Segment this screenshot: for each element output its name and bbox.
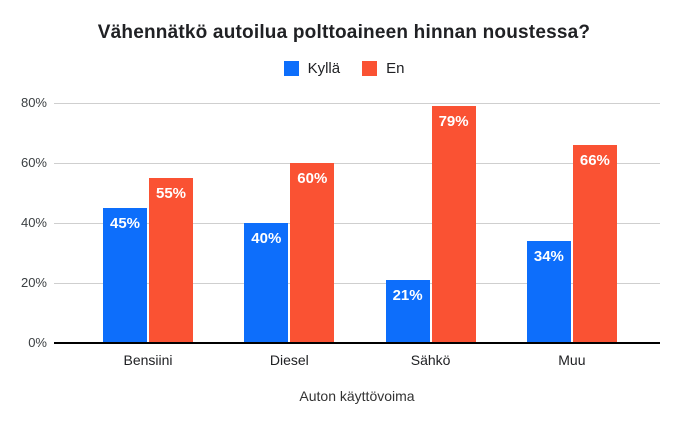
x-axis-line <box>54 342 660 344</box>
chart-title: Vähennätkö autoilua polttoaineen hinnan … <box>97 22 591 43</box>
bar-value-label: 40% <box>251 230 282 247</box>
legend-swatch <box>362 60 378 76</box>
gridline <box>54 223 660 224</box>
x-category-label: Bensiini <box>123 352 173 368</box>
legend-swatch <box>283 60 299 76</box>
bar-value-label: 21% <box>392 287 423 304</box>
gridline <box>54 103 660 104</box>
legend-label: Kyllä <box>307 59 341 77</box>
bar-en-muu: 66% <box>572 145 617 343</box>
bar-value-label: 45% <box>109 215 141 232</box>
legend-item-kyllä: Kyllä <box>283 59 341 77</box>
bar-en-sähkö: 79% <box>431 106 476 343</box>
bar-value-label: 34% <box>533 248 564 265</box>
bar-value-label: 60% <box>297 170 328 187</box>
legend-item-en: En <box>362 60 404 77</box>
x-axis-title: Auton käyttövoima <box>299 388 415 404</box>
y-tick-label: 0% <box>28 335 47 350</box>
x-category-label: Diesel <box>269 352 309 368</box>
y-tick-label: 40% <box>20 215 47 230</box>
y-tick-label: 80% <box>20 95 47 110</box>
bar-kyllä-muu: 34% <box>526 241 571 343</box>
bar-kyllä-bensiini: 45% <box>103 208 147 343</box>
bar-en-diesel: 60% <box>290 163 335 343</box>
chart-legend: Kyllä En <box>0 58 688 78</box>
y-tick-label: 20% <box>20 275 47 290</box>
gridline <box>54 163 660 164</box>
bar-value-label: 79% <box>438 113 469 130</box>
y-tick-label: 60% <box>20 155 47 170</box>
plot-area: 0% 20% 40% 60% 80% 45% 55% Bensiini 40% 60% Diesel… <box>21 95 660 368</box>
gridline <box>54 283 660 284</box>
bar-kyllä-diesel: 40% <box>244 223 289 343</box>
x-category-label: Sähkö <box>410 352 451 368</box>
bar-en-bensiini: 55% <box>149 178 193 343</box>
bar-value-label: 55% <box>155 185 187 202</box>
bar-kyllä-sähkö: 21% <box>385 280 430 343</box>
legend-label: En <box>386 59 405 77</box>
bar-value-label: 66% <box>579 152 610 169</box>
x-category-label: Muu <box>558 352 586 368</box>
